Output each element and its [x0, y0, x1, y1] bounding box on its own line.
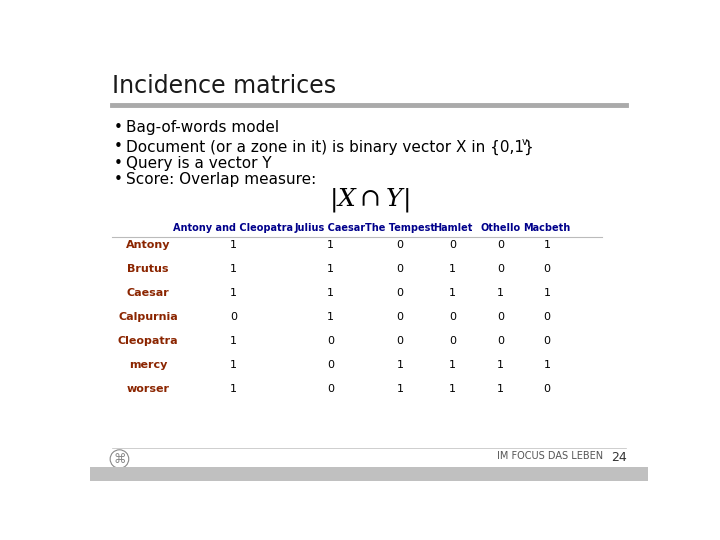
Text: •: •: [113, 172, 122, 187]
Text: 1: 1: [498, 383, 504, 394]
Text: 1: 1: [498, 288, 504, 298]
Text: 0: 0: [449, 240, 456, 251]
Text: 0: 0: [498, 336, 504, 346]
Text: worser: worser: [127, 383, 170, 394]
Text: 0: 0: [498, 312, 504, 322]
Text: Macbeth: Macbeth: [523, 222, 571, 233]
Text: •: •: [113, 139, 122, 154]
Text: 1: 1: [498, 360, 504, 370]
Text: 0: 0: [498, 240, 504, 251]
Text: Othello: Othello: [481, 222, 521, 233]
Text: The Tempest: The Tempest: [365, 222, 435, 233]
Text: 1: 1: [327, 288, 334, 298]
Text: 1: 1: [230, 360, 237, 370]
Text: Incidence matrices: Incidence matrices: [112, 74, 336, 98]
Text: 0: 0: [397, 336, 403, 346]
Text: •: •: [113, 156, 122, 171]
Text: Calpurnia: Calpurnia: [118, 312, 178, 322]
Text: 1: 1: [327, 264, 334, 274]
Text: 0: 0: [498, 264, 504, 274]
Text: $|X \cap Y|$: $|X \cap Y|$: [329, 186, 409, 214]
Text: 1: 1: [327, 312, 334, 322]
Text: 0: 0: [397, 264, 403, 274]
Text: 0: 0: [327, 360, 334, 370]
Text: 1: 1: [544, 288, 551, 298]
Text: 0: 0: [397, 288, 403, 298]
Text: 1: 1: [230, 264, 237, 274]
Text: Hamlet: Hamlet: [433, 222, 472, 233]
Text: IM FOCUS DAS LEBEN: IM FOCUS DAS LEBEN: [497, 451, 603, 461]
Text: 0: 0: [327, 383, 334, 394]
Text: 1: 1: [397, 360, 403, 370]
Text: 1: 1: [327, 240, 334, 251]
Text: Score: Overlap measure:: Score: Overlap measure:: [126, 172, 316, 187]
Text: Antony: Antony: [126, 240, 171, 251]
Text: •: •: [113, 120, 122, 135]
Text: 1: 1: [230, 288, 237, 298]
Text: Antony and Cleopatra: Antony and Cleopatra: [174, 222, 293, 233]
Text: 0: 0: [449, 312, 456, 322]
Text: 1: 1: [449, 264, 456, 274]
Text: 1: 1: [230, 336, 237, 346]
Text: 0: 0: [230, 312, 237, 322]
Text: 1: 1: [449, 288, 456, 298]
Text: 1: 1: [544, 360, 551, 370]
Text: 1: 1: [449, 383, 456, 394]
Text: Query is a vector Y: Query is a vector Y: [126, 156, 271, 171]
Text: Document (or a zone in it) is binary vector X in {0,1}: Document (or a zone in it) is binary vec…: [126, 139, 534, 154]
Text: Bag-of-words model: Bag-of-words model: [126, 120, 279, 135]
Text: Caesar: Caesar: [127, 288, 169, 298]
Text: 1: 1: [449, 360, 456, 370]
Text: 0: 0: [544, 264, 551, 274]
Text: 0: 0: [397, 240, 403, 251]
Text: Julius Caesar: Julius Caesar: [294, 222, 366, 233]
Text: 1: 1: [544, 240, 551, 251]
Text: 1: 1: [230, 240, 237, 251]
Text: v: v: [522, 137, 528, 147]
Text: 24: 24: [611, 451, 627, 464]
Bar: [90, 467, 648, 481]
Text: 0: 0: [327, 336, 334, 346]
Text: Brutus: Brutus: [127, 264, 169, 274]
Text: 1: 1: [397, 383, 403, 394]
Text: 0: 0: [544, 312, 551, 322]
Text: 0: 0: [544, 383, 551, 394]
Text: 0: 0: [544, 336, 551, 346]
Text: 1: 1: [230, 383, 237, 394]
Text: 0: 0: [397, 312, 403, 322]
Text: ⌘: ⌘: [113, 453, 126, 465]
Text: 0: 0: [449, 336, 456, 346]
Text: Cleopatra: Cleopatra: [118, 336, 179, 346]
Text: mercy: mercy: [129, 360, 167, 370]
